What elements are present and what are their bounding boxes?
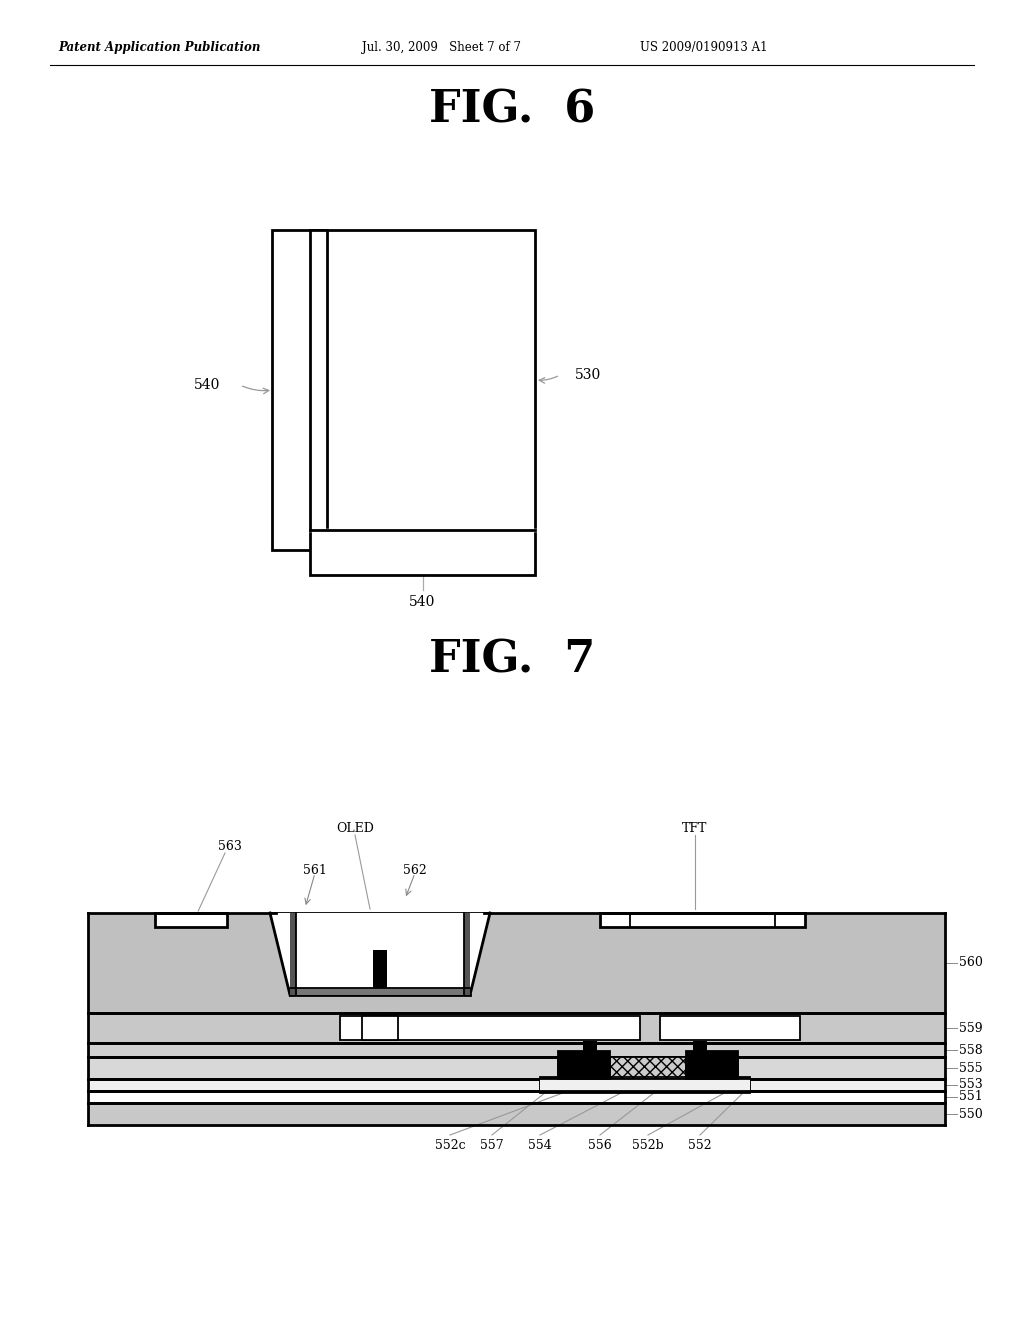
Bar xyxy=(88,1012,945,1043)
Text: 530: 530 xyxy=(575,368,601,381)
Text: Patent Application Publication: Patent Application Publication xyxy=(58,41,260,54)
Bar xyxy=(583,1043,597,1053)
Bar xyxy=(88,1104,945,1125)
Text: 552b: 552b xyxy=(632,1139,664,1152)
Bar xyxy=(272,230,327,550)
Bar xyxy=(362,1016,398,1040)
Text: 557: 557 xyxy=(480,1139,504,1152)
Bar xyxy=(540,1077,750,1093)
Bar xyxy=(373,1012,387,1040)
Bar xyxy=(340,1016,640,1040)
Bar xyxy=(558,1051,610,1078)
Text: 556: 556 xyxy=(588,1139,612,1152)
Bar xyxy=(693,1041,707,1059)
Bar xyxy=(88,1092,945,1104)
Bar xyxy=(88,1078,945,1092)
Bar xyxy=(310,230,535,531)
Bar xyxy=(610,1057,686,1077)
Bar xyxy=(693,1043,707,1053)
Bar xyxy=(660,1016,800,1040)
Text: FIG.  6: FIG. 6 xyxy=(429,88,595,132)
Bar xyxy=(583,1041,597,1059)
Text: 550: 550 xyxy=(959,1107,983,1121)
Bar xyxy=(540,1078,750,1092)
Bar xyxy=(373,950,387,995)
Bar xyxy=(88,1057,945,1078)
Bar xyxy=(88,913,945,1012)
Bar xyxy=(600,913,805,927)
Text: TFT: TFT xyxy=(682,822,708,836)
Text: 540: 540 xyxy=(194,378,220,392)
Text: 562: 562 xyxy=(403,865,427,878)
Bar xyxy=(290,913,296,995)
Text: 558: 558 xyxy=(959,1044,983,1056)
Text: 552c: 552c xyxy=(434,1139,465,1152)
Text: 552: 552 xyxy=(688,1139,712,1152)
Bar xyxy=(464,913,470,995)
Text: 551: 551 xyxy=(959,1090,983,1104)
Text: 559: 559 xyxy=(959,1022,983,1035)
Text: 554: 554 xyxy=(528,1139,552,1152)
Text: 563: 563 xyxy=(218,840,242,853)
Bar xyxy=(290,987,470,995)
Text: 561: 561 xyxy=(303,865,327,878)
Polygon shape xyxy=(270,913,490,995)
Bar xyxy=(155,913,227,927)
Text: 553: 553 xyxy=(959,1078,983,1092)
Text: 540: 540 xyxy=(410,595,435,609)
Text: US 2009/0190913 A1: US 2009/0190913 A1 xyxy=(640,41,768,54)
Text: OLED: OLED xyxy=(336,822,374,836)
Text: Jul. 30, 2009   Sheet 7 of 7: Jul. 30, 2009 Sheet 7 of 7 xyxy=(362,41,521,54)
Bar xyxy=(310,531,535,576)
Bar xyxy=(88,1043,945,1057)
Text: 560: 560 xyxy=(959,957,983,969)
Text: FIG.  7: FIG. 7 xyxy=(429,639,595,681)
Bar xyxy=(686,1051,738,1078)
Text: 555: 555 xyxy=(959,1061,983,1074)
Bar xyxy=(558,1057,738,1078)
